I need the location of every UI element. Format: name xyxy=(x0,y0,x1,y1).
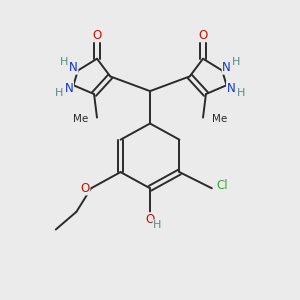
Text: H: H xyxy=(232,57,241,67)
Text: N: N xyxy=(69,61,78,74)
Text: N: N xyxy=(222,61,231,74)
Text: O: O xyxy=(146,213,154,226)
Text: Cl: Cl xyxy=(216,179,228,192)
Text: Me: Me xyxy=(73,114,88,124)
Text: H: H xyxy=(153,220,161,230)
Text: O: O xyxy=(198,29,208,42)
Text: O: O xyxy=(81,182,90,195)
Text: H: H xyxy=(236,88,245,98)
Text: N: N xyxy=(65,82,74,95)
Text: Me: Me xyxy=(212,114,227,124)
Text: O: O xyxy=(92,29,102,42)
Text: H: H xyxy=(59,57,68,67)
Text: N: N xyxy=(226,82,235,95)
Text: H: H xyxy=(55,88,64,98)
